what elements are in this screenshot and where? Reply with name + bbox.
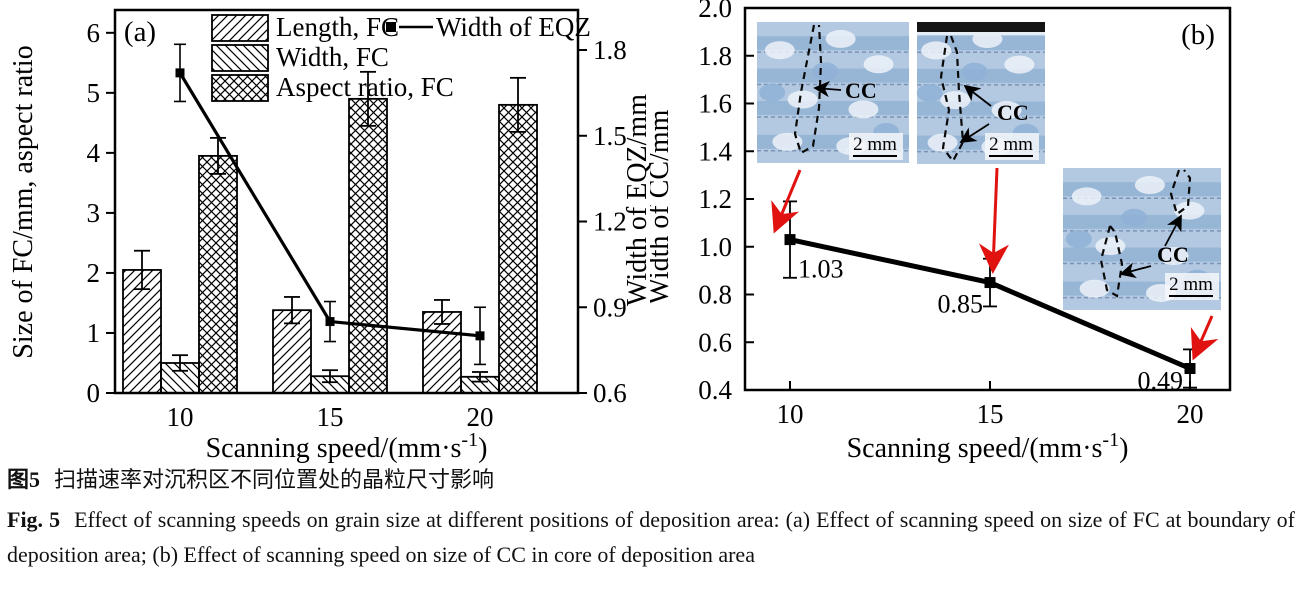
tick-label-right: 1.5	[593, 121, 627, 151]
legend-swatch-length-fc	[211, 14, 269, 42]
panel-label-b: (b)	[1181, 19, 1215, 51]
caption-cn-label: 图5	[7, 467, 41, 492]
panel-label-a: (a)	[124, 16, 156, 48]
legend-label-width-fc: Width, FC	[276, 42, 389, 72]
tick-label-left: 1.4	[698, 136, 732, 166]
error-bar-aspect-ratio-fc-20	[510, 76, 526, 133]
bar-length-fc-10	[122, 269, 162, 394]
legend-marker-width-of-eqz	[386, 22, 396, 32]
tick-label-left: 3	[87, 198, 101, 228]
micrograph-inset-10: CC 2 mm	[757, 22, 909, 163]
point-value-label-10: 1.03	[798, 255, 844, 284]
axis-ticks-a: 0 1 2 3 4 5 6 0.6 0.9 1.2 1.5 1.8 10 15 20	[87, 18, 627, 432]
tick-label-left: 6	[87, 18, 101, 48]
tick-label-left: 2	[87, 258, 101, 288]
tick-label-left: 4	[87, 138, 101, 168]
red-arrow-15	[978, 167, 1009, 274]
point-width-of-eqz-20	[475, 331, 485, 341]
tick-label-left: 1.0	[698, 232, 732, 262]
legend-label-aspect-ratio-fc: Aspect ratio, FC	[276, 72, 454, 102]
tick-label-left: 5	[87, 78, 101, 108]
tick-label-x: 10	[167, 402, 194, 432]
error-bar-aspect-ratio-fc-15	[360, 70, 376, 127]
point-cc-10	[784, 234, 796, 246]
x-axis-title-a: Scanning speed/(mm·s-1)	[206, 429, 488, 464]
tick-label-left: 1	[87, 318, 101, 348]
tick-label-x: 20	[1177, 399, 1204, 429]
x-axis-title-b: Scanning speed/(mm·s-1)	[847, 429, 1129, 464]
tick-label-right: 1.8	[593, 35, 627, 65]
tick-label-left: 1.2	[698, 184, 732, 214]
legend-label-width-of-eqz: Width of EQZ	[436, 12, 591, 42]
y-axis-title-left: Size of FC/mm, aspect ratio	[8, 45, 39, 358]
tick-label-left: 0.8	[698, 280, 732, 310]
micrograph-inset-20: CC 2 mm	[1063, 168, 1221, 310]
bar-aspect-ratio-fc-20	[498, 103, 538, 394]
red-arrow-10	[771, 169, 802, 234]
error-bar-length-fc-20	[434, 299, 450, 325]
cc-label-20: CC	[1157, 242, 1189, 267]
tick-label-x: 15	[977, 399, 1004, 429]
point-cc-20	[1184, 363, 1196, 375]
tick-label-left: 0.4	[698, 375, 732, 405]
caption-cn-text: 扫描速率对沉积区不同位置处的晶粒尺寸影响	[54, 467, 495, 492]
tick-label-x: 15	[317, 402, 344, 432]
eqz-line-series	[174, 43, 486, 366]
point-width-of-eqz-15	[325, 317, 335, 327]
caption-en-label: Fig. 5	[7, 507, 61, 533]
error-bar-length-fc-10	[134, 249, 150, 291]
bar-aspect-ratio-fc-10	[198, 154, 238, 394]
bar-aspect-ratio-fc-15	[348, 97, 388, 394]
tick-label-left: 0	[87, 378, 101, 408]
legend-label-length-fc: Length, FC	[276, 12, 399, 42]
scale-bar-label-10: 2 mm	[853, 134, 897, 155]
red-arrow-20	[1190, 315, 1219, 361]
figure-caption: 图5 扫描速率对沉积区不同位置处的晶粒尺寸影响 Fig. 5 Effect of s…	[7, 463, 1295, 572]
legend-swatch-width-fc	[211, 44, 269, 72]
tick-label-left: 1.8	[698, 41, 732, 71]
tick-label-right: 0.6	[593, 378, 627, 408]
point-cc-15	[984, 277, 996, 289]
legend-swatch-aspect-ratio-fc	[211, 74, 269, 102]
cc-label-15: CC	[997, 100, 1029, 125]
bar-groups	[122, 70, 538, 394]
tick-label-left: 1.6	[698, 89, 732, 119]
tick-label-right: 0.9	[593, 292, 627, 322]
y-axis-title-b: Width of CC/mm	[650, 109, 675, 304]
error-bar-length-fc-15	[284, 296, 300, 325]
caption-english: Fig. 5 Effect of scanning speeds on grain…	[7, 503, 1295, 572]
error-bar-width-fc-20	[472, 371, 488, 383]
cc-label-10: CC	[845, 78, 877, 103]
tick-label-x: 10	[777, 399, 804, 429]
tick-label-x: 20	[467, 402, 494, 432]
point-value-label-15: 0.85	[938, 290, 984, 319]
scale-bar-label-20: 2 mm	[1169, 274, 1213, 295]
red-link-arrows	[771, 167, 1219, 361]
caption-en-text: Effect of scanning speeds on grain size …	[7, 507, 1295, 567]
tick-label-left: 2.0	[698, 0, 732, 23]
caption-chinese: 图5 扫描速率对沉积区不同位置处的晶粒尺寸影响	[7, 463, 1295, 497]
error-bar-width-fc-15	[322, 369, 338, 384]
scale-bar-label-15: 2 mm	[989, 134, 1033, 155]
y-axis-title-right: Width of EQZ/mm	[622, 94, 650, 306]
plot-frame-a	[113, 8, 580, 395]
error-bar-width-fc-10	[172, 354, 188, 372]
tick-label-left: 0.6	[698, 327, 732, 357]
axis-ticks-b: 0.4 0.6 0.8 1.0 1.2 1.4 1.6 1.8 2.0 10 15 20	[698, 0, 1203, 429]
tick-label-right: 1.2	[593, 207, 627, 237]
point-width-of-eqz-10	[175, 68, 185, 78]
micrograph-inset-15: CC 2 mm	[916, 22, 1045, 164]
